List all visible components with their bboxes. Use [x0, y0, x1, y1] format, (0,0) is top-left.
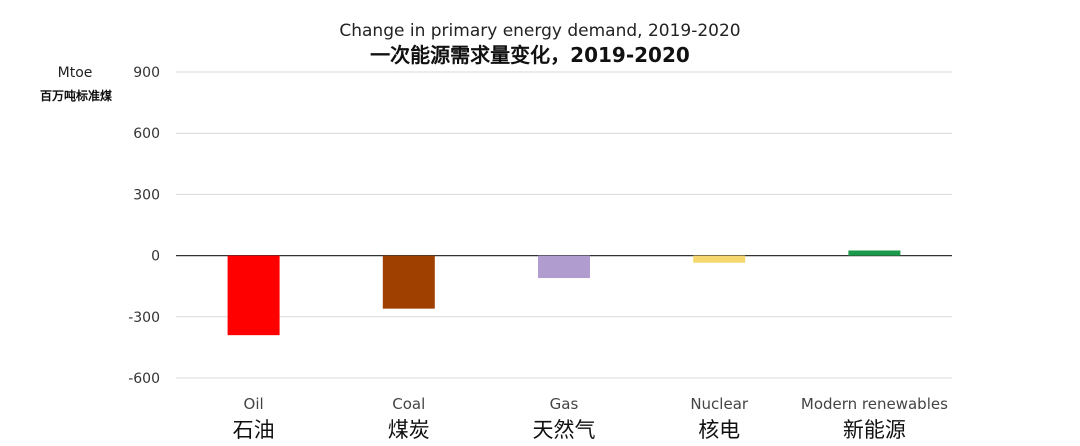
y-tick-label: -600 [128, 371, 160, 387]
x-tick-label: Modern renewables [801, 395, 948, 413]
x-tick-label-zh: 煤炭 [388, 418, 430, 442]
bar-modern-renewables [848, 250, 901, 256]
x-tick-label-zh: 新能源 [843, 418, 906, 442]
y-tick-label: 900 [133, 65, 160, 81]
x-tick-label: Coal [392, 395, 425, 413]
x-tick-label-zh: 石油 [233, 418, 275, 442]
chart-subtitle: 一次能源需求量变化，2019-2020 [370, 43, 690, 67]
y-tick-label: 0 [151, 249, 160, 265]
x-tick-label: Nuclear [690, 395, 749, 413]
x-tick-label-zh: 核电 [698, 418, 740, 442]
y-tick-label: 600 [133, 126, 160, 142]
bars [227, 250, 901, 336]
chart-title: Change in primary energy demand, 2019-20… [339, 21, 740, 41]
y-axis-unit: Mtoe [58, 65, 93, 81]
bar-coal [382, 255, 435, 309]
y-tick-labels: -600 -300 0 300 600 900 [128, 65, 160, 387]
bar-oil [227, 255, 280, 336]
y-axis-unit-zh: 百万吨标准煤 [40, 88, 112, 103]
gridlines [176, 71, 952, 379]
y-tick-label: 300 [133, 187, 160, 203]
bar-gas [538, 255, 590, 279]
bar-nuclear [693, 255, 746, 263]
x-tick-label-zh: 天然气 [533, 418, 596, 442]
category-labels: Oil 石油 Coal 煤炭 Gas 天然气 Nuclear 核电 Modern renewab… [233, 395, 949, 442]
x-tick-label: Oil [244, 395, 264, 413]
y-tick-label: -300 [128, 310, 160, 326]
x-tick-label: Gas [550, 395, 579, 413]
